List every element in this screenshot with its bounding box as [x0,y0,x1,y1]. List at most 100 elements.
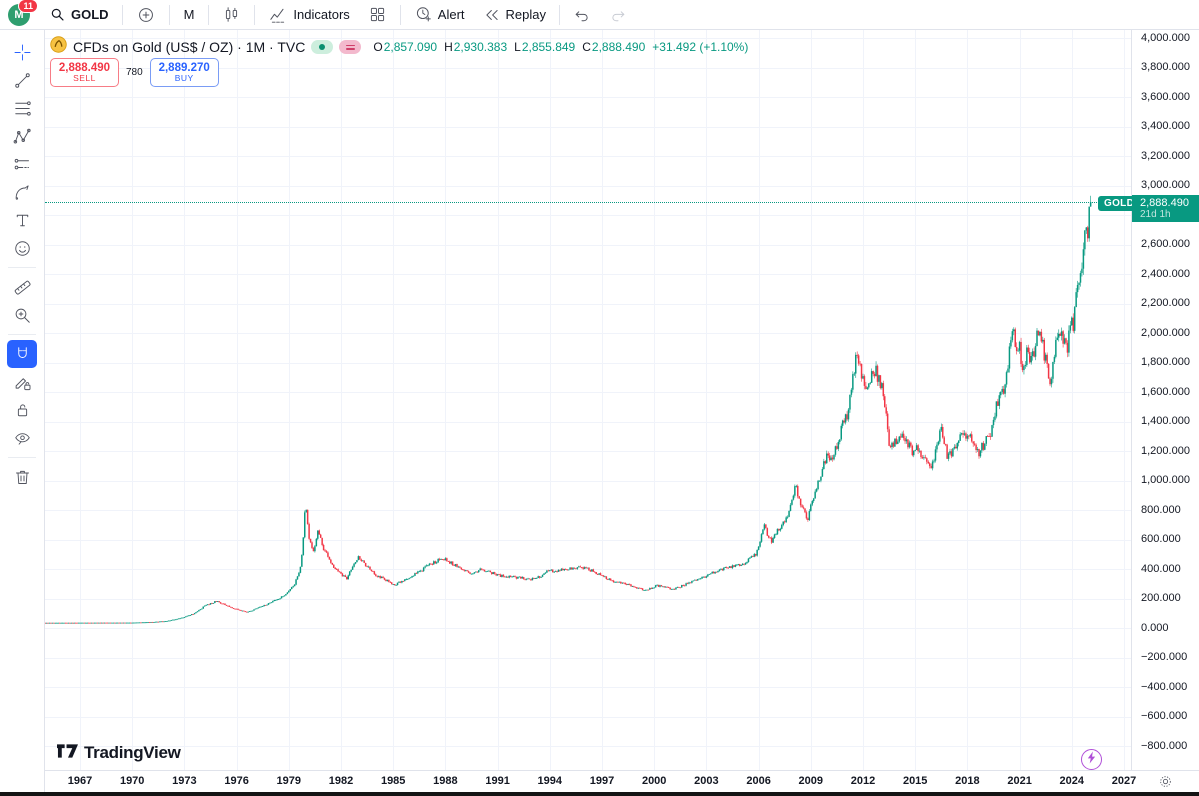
chart-type-button[interactable] [213,2,250,28]
price-axis-label: 3,000.000 [1141,179,1190,191]
indicators-label: Indicators [293,7,350,22]
market-status-pill[interactable] [311,40,334,54]
time-axis-label: 2003 [694,775,719,787]
trade-buttons: 2,888.490 SELL 780 2,889.270 BUY [50,58,219,87]
tool-remove-all[interactable] [7,463,37,491]
alert-clock-icon [414,5,433,24]
change-value: +31.492 (+1.10%) [652,40,749,54]
symbol-name: GOLD [71,7,109,22]
price-axis-label: 200.000 [1141,592,1181,604]
last-price-value: 2,888.490 [1140,196,1189,209]
alert-button[interactable]: Alert [405,2,474,28]
price-axis-label: 4,000.000 [1141,31,1190,44]
quick-action-button[interactable] [1081,749,1102,770]
time-axis-label: 1985 [380,775,406,787]
tool-fib-retracement[interactable] [7,94,37,122]
buy-price: 2,889.270 [158,62,210,74]
close-value: 2,888.490 [591,40,646,54]
tool-lock-all[interactable] [7,396,37,424]
hide-all-icon [14,432,30,445]
interval-button[interactable]: M [183,7,195,22]
price-axis-label: 1,800.000 [1141,356,1190,368]
price-axis-label: 1,000.000 [1141,474,1190,486]
time-axis-label: 1973 [172,775,197,787]
time-axis-label: 2009 [798,775,824,787]
time-axis-label: 2027 [1111,775,1137,787]
price-axis-label: 1,600.000 [1141,385,1190,398]
lock-all-icon [17,403,27,416]
tool-trend-line[interactable] [7,66,37,94]
window-edge [0,792,1199,796]
time-axis-label: 2015 [902,775,928,787]
price-chart-canvas[interactable] [45,30,1131,770]
top-toolbar: M 11 GOLD M Indicators Alert Replay [0,0,1199,30]
tool-crosshair[interactable] [7,38,37,66]
price-axis-label: 0.000 [1141,621,1169,634]
magnet-icon [17,346,27,358]
tool-ruler[interactable] [7,273,37,301]
buy-button[interactable]: 2,889.270 BUY [149,58,219,87]
time-axis-label: 2000 [641,775,667,787]
user-menu-button[interactable]: M 11 [8,0,38,26]
price-axis-label: 1,400.000 [1141,415,1190,427]
redo-button[interactable] [600,2,636,28]
tool-emoji[interactable] [7,234,37,262]
chart-pane[interactable] [45,30,1131,770]
toolbar-separator [168,4,170,25]
sell-button[interactable]: 2,888.490 SELL [50,58,119,87]
symbol-price-flag[interactable]: GOLD [1098,195,1141,211]
chart-legend: CFDs on Gold (US$ / OZ) · 1M · TVC O2,85… [50,36,748,58]
tool-hide-all[interactable] [7,424,37,452]
plus-circle-icon [136,5,156,25]
tool-edit-lock[interactable] [7,368,37,396]
price-axis-label: 1,200.000 [1141,444,1190,457]
replay-button[interactable]: Replay [474,2,555,28]
tradingview-logo[interactable]: TradingView [57,743,181,763]
axis-settings-gear-icon[interactable] [1158,774,1173,794]
price-axis[interactable]: 4,000.000 3,800.000 3,600.000 3,400.000 3,20… [1131,30,1199,770]
drawing-toolbar [0,30,45,796]
price-axis-label: −400.000 [1141,680,1188,693]
price-axis-label: 3,200.000 [1141,149,1190,162]
crosshair-icon [14,44,30,60]
last-price-label[interactable]: 2,888.490 21d 1h [1132,194,1199,222]
bar-countdown: 21d 1h [1140,209,1171,221]
time-axis-label: 1988 [433,775,458,787]
tool-forecast-pattern[interactable] [7,150,37,178]
tool-text[interactable] [7,206,37,234]
time-axis-label: 2006 [746,775,771,787]
time-axis-label: 1991 [485,775,510,787]
search-icon [49,6,66,23]
emoji-icon [14,240,30,256]
symbol-title[interactable]: CFDs on Gold (US$ / OZ) · 1M · TVC [73,39,306,55]
high-value: 2,930.383 [453,40,508,54]
tool-xabcd-pattern[interactable] [7,122,37,150]
time-axis[interactable]: 1967 1970 1973 1976 1979 1982 1985 1988 1991 1994… [45,770,1199,792]
compare-add-button[interactable] [127,2,165,28]
time-axis-label: 1982 [328,775,354,787]
layout-grid-button[interactable] [359,2,396,28]
toolbar-separator [399,4,401,25]
tool-brush[interactable] [7,178,37,206]
price-axis-label: 400.000 [1141,562,1181,575]
replay-icon [483,6,501,24]
time-axis-label: 1994 [537,775,563,787]
notes-pill[interactable] [339,40,362,54]
sell-price: 2,888.490 [58,62,111,74]
price-axis-label: 3,400.000 [1141,120,1190,132]
undo-button[interactable] [564,2,600,28]
remove-all-icon [15,470,29,484]
time-axis-label: 1979 [276,775,302,787]
price-axis-label: 800.000 [1141,503,1181,516]
low-value: 2,855.849 [521,40,576,54]
open-value: 2,857.090 [383,40,438,54]
symbol-search-button[interactable]: GOLD [40,2,118,28]
time-axis-label: 2021 [1007,775,1032,787]
tool-magnet[interactable] [7,340,37,368]
indicators-button[interactable]: Indicators [259,2,358,28]
xabcd-pattern-icon [13,128,31,143]
tool-zoom-in[interactable] [7,301,37,329]
toolbar-separator [254,4,256,25]
price-axis-label: 3,800.000 [1141,61,1190,73]
price-axis-label: −600.000 [1141,710,1188,722]
